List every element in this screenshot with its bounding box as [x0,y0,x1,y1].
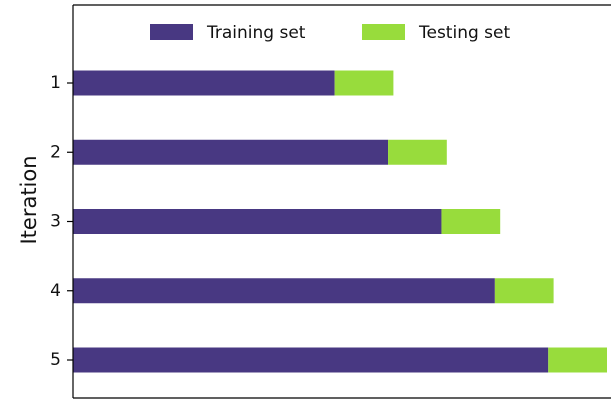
bar-segment [73,347,549,373]
y-axis-label: Iteration [17,155,41,244]
bar-segment [73,209,442,234]
bar-segment [73,70,335,96]
legend-label: Training set [206,23,306,43]
y-tick-label: 1 [50,73,61,93]
bar-segment [73,139,389,165]
y-tick-label: 4 [50,281,61,301]
bar-segment [494,278,554,304]
y-tick-label: 2 [50,142,61,162]
bar-segment [388,139,447,165]
y-tick-label: 3 [50,212,61,232]
y-tick-label: 5 [50,350,61,370]
bar-segment [73,278,495,304]
legend-swatch [150,24,193,40]
bar-segment [334,70,394,96]
bar-segment [548,347,607,373]
legend-label: Testing set [418,23,510,43]
legend-swatch [362,24,405,40]
bar-segment [441,209,501,234]
